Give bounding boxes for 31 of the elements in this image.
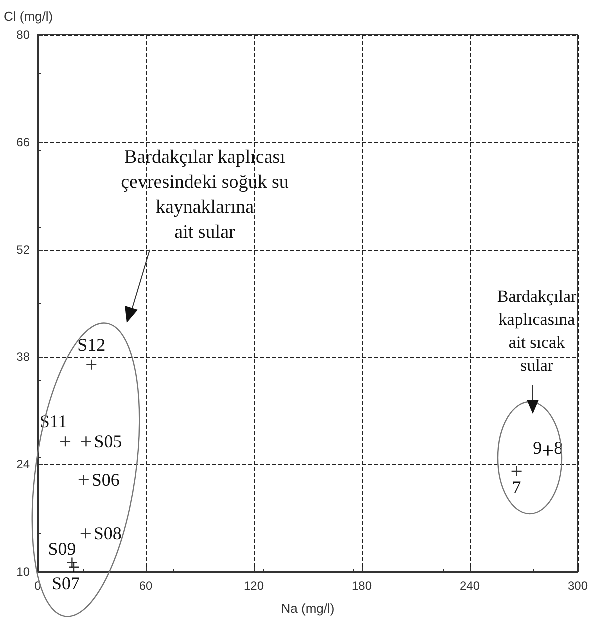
point <box>78 474 90 486</box>
x-tick-label: 300 <box>568 579 588 593</box>
annotation: 7 <box>512 478 522 498</box>
annotation: 9 <box>533 438 542 458</box>
point <box>80 528 92 540</box>
point <box>60 436 72 448</box>
x-tick-label: 120 <box>244 579 264 593</box>
annotation: S12 <box>78 334 106 355</box>
x-tick-label: 180 <box>352 579 372 593</box>
annotation: S09 <box>48 538 76 559</box>
annotation: S06 <box>92 470 120 490</box>
y-tick-label: 38 <box>16 350 30 364</box>
y-tick-label: 24 <box>16 458 30 472</box>
y-tick-label: 10 <box>16 565 30 579</box>
annotation: S07 <box>52 573 80 594</box>
point <box>66 557 78 568</box>
annotation: Bardakçılar kaplıcası çevresindeki soğuk su kaynaklarına ait sular <box>121 147 290 243</box>
x-axis-title: Na (mg/l) <box>281 601 335 616</box>
x-tick-label: 240 <box>460 579 480 593</box>
y-tick-label: 66 <box>16 135 30 150</box>
annotation: Bardakçılar kaplıcasına ait sıcak sular <box>497 287 577 375</box>
point <box>86 359 98 370</box>
annotation: S08 <box>94 524 122 544</box>
x-tick-label: 60 <box>139 579 153 593</box>
point <box>68 562 80 573</box>
point <box>80 436 92 448</box>
y-tick-label: 80 <box>16 28 30 42</box>
point <box>511 466 522 478</box>
annotation: S05 <box>94 432 122 452</box>
y-axis-title: Cl (mg/l) <box>4 9 54 24</box>
y-tick-label: 52 <box>16 242 30 257</box>
